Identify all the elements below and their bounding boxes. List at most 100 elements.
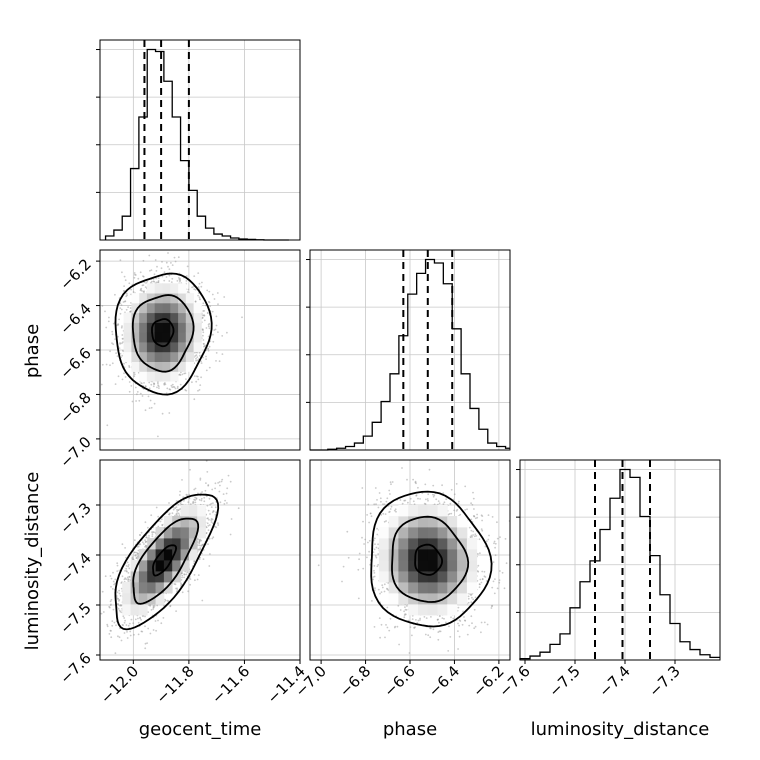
scatter-point [159,520,162,523]
scatter-point [144,625,146,628]
scatter-point [119,259,122,262]
hist-step-luminosity_distance [519,468,720,660]
scatter-point [134,273,136,276]
scatter-point [207,484,210,487]
density-cell [146,322,156,333]
density-cell [170,293,179,304]
scatter-point [121,325,123,327]
scatter-point [116,562,119,565]
scatter-point [200,376,203,379]
scatter-point [143,290,146,293]
density-cell [162,322,171,333]
scatter-point [195,497,198,499]
scatter-point [155,506,158,509]
scatter-point [195,375,198,378]
scatter-point [202,334,204,337]
scatter-point [116,564,119,567]
scatter-point [214,482,217,485]
scatter-point [111,333,114,336]
scatter-point [181,572,184,574]
density-cell [123,342,132,353]
scatter-point [157,280,160,282]
density-cell [170,283,179,294]
scatter-point [113,583,115,586]
scatter-point [170,384,173,387]
scatter-point [195,380,198,383]
density-cell [131,302,140,314]
scatter-point [126,576,129,579]
scatter-point [226,331,228,334]
scatter-point [144,286,147,288]
scatter-point [121,271,123,274]
scatter-point [191,381,193,384]
contour-inner [151,318,175,348]
scatter-point [202,339,205,341]
density-cell [170,332,179,343]
scatter-point [208,345,211,348]
density-cell [154,351,163,362]
scatter-point [119,307,122,309]
scatter-point [109,350,111,353]
scatter-point [133,373,136,376]
scatter-point [153,273,156,276]
scatter-point [149,399,152,402]
scatter-point [171,383,174,386]
scatter-point [118,592,121,595]
scatter-point [118,600,120,602]
scatter-point [188,493,191,496]
scatter-point [199,298,202,301]
scatter-point [111,342,113,344]
scatter-point [146,536,148,539]
scatter-point [201,281,203,284]
scatter-point [100,612,103,615]
scatter-point [198,548,201,551]
scatter-point [112,322,115,325]
scatter-point [205,358,208,360]
scatter-point [155,277,158,280]
scatter-point [197,548,200,551]
scatter-point [226,487,229,490]
scatter-point [193,275,196,277]
scatter-point [136,391,139,393]
scatter-point [194,300,197,303]
scatter-point [221,478,224,481]
scatter-point [174,507,177,510]
density-cell [154,342,163,353]
scatter-point [124,577,127,580]
scatter-point [157,525,160,528]
scatter-point [121,342,123,345]
density-cell [139,312,148,323]
hist-frame-2 [519,459,721,661]
scatter-point [194,355,197,357]
scatter-point [151,247,153,249]
scatter-point [125,624,128,626]
scatter-point [116,591,119,594]
pair-panel-geocent_time-vs-phase [99,247,301,451]
scatter-point [181,574,184,577]
scatter-point [110,598,113,601]
scatter-point [186,265,189,268]
scatter-point [208,565,211,567]
scatter-point [133,272,136,274]
scatter-point [198,544,201,547]
scatter-point [114,652,117,655]
scatter-point [207,335,210,338]
scatter-point [178,514,181,517]
density-cell [146,283,156,294]
density-cell [154,332,163,343]
scatter-point [208,327,211,330]
scatter-point [226,502,228,504]
scatter-point [118,347,121,349]
scatter-point [206,517,209,520]
scatter-point [105,326,108,329]
scatter-point [111,624,114,627]
scatter-point [143,382,145,384]
scatter-point [147,395,150,398]
density-cell [131,332,140,343]
scatter-point [121,378,124,381]
scatter-point [123,362,125,365]
scatter-point [175,587,177,590]
scatter-point [131,400,134,403]
scatter-point [112,580,115,583]
scatter-point [148,535,150,537]
